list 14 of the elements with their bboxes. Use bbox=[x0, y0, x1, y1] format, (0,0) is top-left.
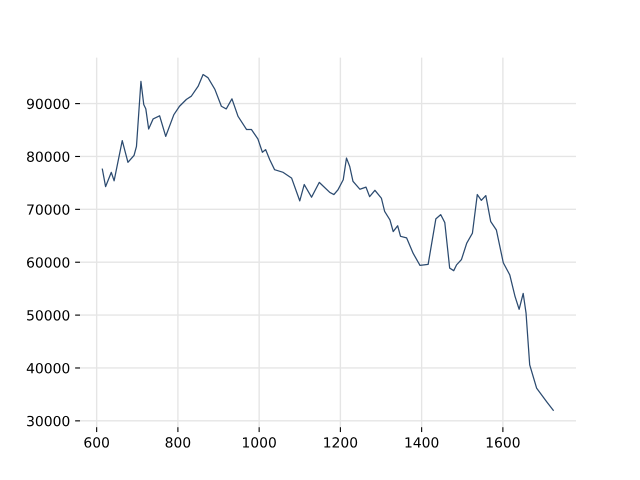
x-tick-label: 1200 bbox=[324, 437, 358, 448]
x-tick-label: 800 bbox=[166, 437, 190, 448]
y-tick-label: 80000 bbox=[27, 151, 70, 162]
x-tick-label: 1400 bbox=[405, 437, 438, 448]
y-tick-label: 40000 bbox=[26, 362, 70, 374]
line-series bbox=[102, 74, 554, 411]
y-tick-label: 60000 bbox=[27, 257, 70, 268]
x-tick-label: 1600 bbox=[486, 437, 520, 448]
y-tick-label: 50000 bbox=[27, 310, 70, 321]
y-tick-label: 70000 bbox=[27, 204, 70, 215]
y-tick-label: 30000 bbox=[27, 416, 70, 426]
x-tick-label: 1000 bbox=[242, 437, 276, 448]
x-tick-label: 600 bbox=[84, 437, 109, 448]
y-tick-label: 90000 bbox=[26, 98, 70, 110]
